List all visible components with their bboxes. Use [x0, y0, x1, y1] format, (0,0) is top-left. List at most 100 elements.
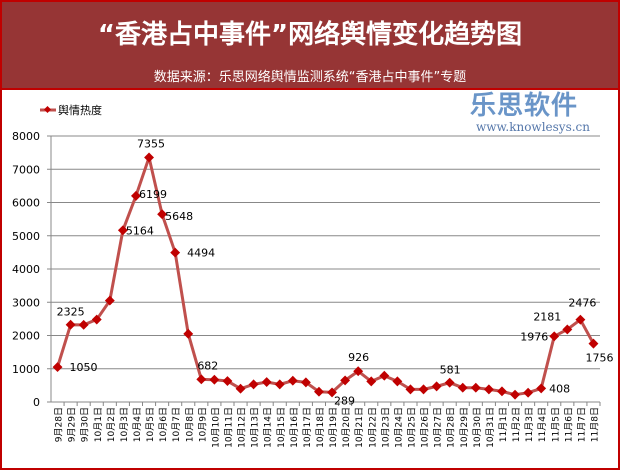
watermark-logo: 乐思软件 — [470, 91, 579, 121]
data-label: 289 — [334, 394, 355, 407]
y-tick-label: 6000 — [12, 197, 40, 210]
data-point — [222, 376, 233, 387]
x-tick-label: 10月25日 — [406, 407, 417, 448]
y-tick-label: 2000 — [12, 330, 40, 343]
x-tick-label: 10月10日 — [210, 407, 221, 448]
data-point — [379, 370, 390, 381]
x-tick-label: 11月8日 — [589, 407, 600, 442]
data-point — [274, 379, 285, 390]
x-tick-label: 10月3日 — [119, 407, 130, 442]
x-tick-label: 10月4日 — [132, 407, 143, 442]
data-point — [536, 383, 547, 394]
chart-title: “香港占中事件”网络舆情变化趋势图 — [97, 20, 523, 50]
chart-subtitle: 数据来源：乐思网络舆情监测系统“香港占中事件”专题 — [153, 70, 467, 85]
data-point — [209, 374, 220, 385]
data-label: 2325 — [57, 306, 85, 319]
data-label: 1976 — [520, 330, 548, 343]
x-tick-label: 10月9日 — [197, 407, 208, 442]
data-point — [248, 379, 259, 390]
y-tick-label: 8000 — [12, 130, 40, 143]
data-label: 7355 — [137, 137, 165, 150]
x-tick-label: 10月13日 — [250, 407, 261, 448]
data-label: 926 — [348, 351, 369, 364]
data-point — [144, 152, 154, 163]
data-label: 5164 — [126, 224, 154, 237]
watermark-url: www.knowlesys.cn — [476, 120, 590, 134]
data-point — [470, 382, 481, 393]
data-point — [300, 377, 311, 388]
x-tick-label: 11月4日 — [537, 407, 548, 442]
x-tick-label: 10月20日 — [341, 407, 352, 448]
x-tick-label: 10月26日 — [420, 407, 431, 448]
data-label: 1756 — [585, 352, 613, 365]
data-point — [497, 386, 507, 397]
y-tick-label: 0 — [33, 396, 40, 409]
data-label: 4494 — [187, 247, 215, 260]
x-tick-label: 10月16日 — [289, 407, 300, 448]
data-point — [366, 376, 377, 387]
data-label: 581 — [440, 364, 461, 377]
data-point — [483, 384, 494, 395]
x-tick-label: 10月23日 — [380, 407, 391, 448]
data-point — [510, 389, 520, 400]
x-tick-label: 10月21日 — [354, 407, 365, 448]
data-label: 1050 — [70, 361, 98, 374]
data-point — [549, 331, 560, 342]
x-tick-label: 11月3日 — [524, 407, 535, 442]
data-label: 682 — [197, 359, 218, 372]
data-point — [287, 375, 298, 386]
x-tick-label: 10月24日 — [393, 407, 404, 448]
y-tick-label: 7000 — [12, 163, 40, 176]
data-point — [314, 386, 324, 397]
data-point — [562, 324, 573, 335]
x-tick-label: 10月14日 — [263, 407, 274, 448]
data-point — [117, 225, 128, 236]
x-tick-label: 10月7日 — [171, 407, 182, 442]
data-point — [457, 382, 468, 393]
y-tick-label: 1000 — [12, 363, 40, 376]
data-label: 2476 — [568, 297, 596, 310]
data-label: 2181 — [533, 310, 561, 323]
data-point — [523, 387, 534, 398]
x-tick-label: 10月12日 — [237, 407, 248, 448]
x-tick-label: 10月15日 — [276, 407, 287, 448]
chart-header: “香港占中事件”网络舆情变化趋势图 数据来源：乐思网络舆情监测系统“香港占中事件… — [2, 2, 618, 90]
x-tick-label: 10月19日 — [328, 407, 339, 448]
data-point — [575, 314, 586, 325]
legend-marker — [43, 105, 52, 114]
data-point — [392, 376, 403, 387]
y-tick-label: 4000 — [12, 263, 40, 276]
x-tick-label: 9月29日 — [67, 407, 78, 442]
data-label: 5648 — [165, 210, 193, 223]
x-tick-label: 11月7日 — [576, 407, 587, 442]
x-tick-label: 10月17日 — [302, 407, 313, 448]
data-point — [418, 384, 429, 395]
data-point — [353, 366, 364, 377]
x-tick-label: 10月22日 — [367, 407, 378, 448]
data-point — [444, 377, 455, 388]
data-point — [157, 209, 168, 220]
data-point — [431, 381, 442, 392]
x-tick-label: 10月6日 — [158, 407, 169, 442]
x-tick-label: 10月5日 — [145, 407, 156, 442]
x-tick-label: 10月18日 — [315, 407, 326, 448]
y-tick-label: 5000 — [12, 230, 40, 243]
data-point — [327, 387, 337, 398]
x-tick-label: 11月2日 — [511, 407, 522, 442]
data-label: 6199 — [139, 188, 167, 201]
data-point — [183, 328, 194, 339]
x-tick-label: 10月31日 — [485, 407, 496, 448]
data-point — [196, 374, 207, 385]
legend-label: 舆情热度 — [58, 103, 102, 117]
data-point — [65, 319, 76, 330]
x-tick-label: 10月29日 — [459, 407, 470, 448]
y-tick-label: 3000 — [12, 296, 40, 309]
data-point — [170, 247, 181, 258]
data-label: 408 — [549, 382, 570, 395]
x-tick-label: 11月5日 — [550, 407, 561, 442]
data-point — [588, 338, 599, 349]
data-point — [131, 190, 141, 201]
x-tick-label: 11月6日 — [563, 407, 574, 442]
data-point — [235, 383, 246, 394]
